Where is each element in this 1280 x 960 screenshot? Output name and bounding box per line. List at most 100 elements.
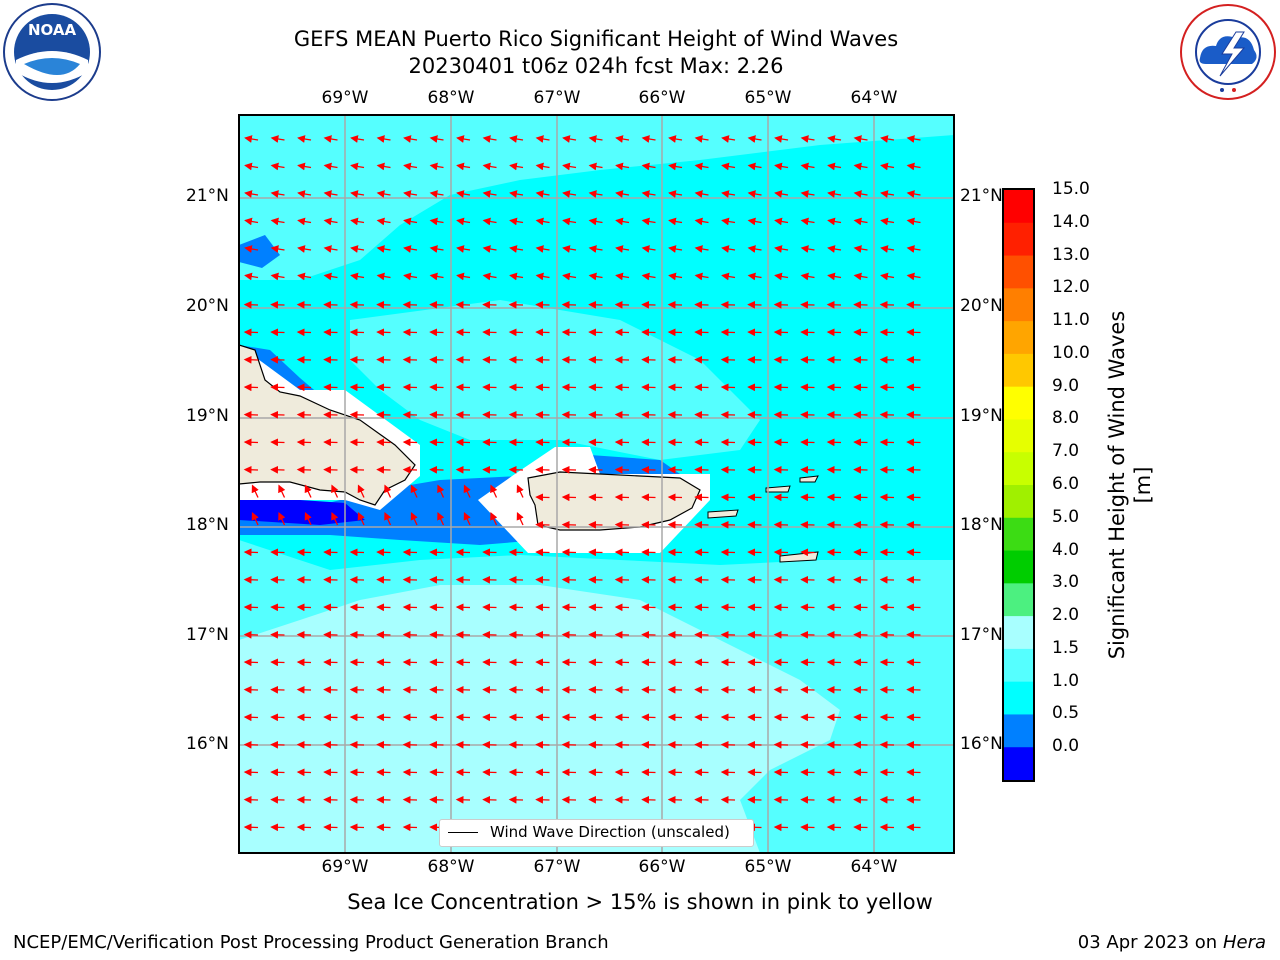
wave-direction-arrow (535, 245, 550, 253)
lon-label-66-top: 66°W (638, 88, 686, 108)
wave-direction-arrow (588, 217, 603, 226)
lat-label-19-left: 19°N (186, 406, 229, 426)
wave-direction-arrow (357, 512, 365, 526)
wave-direction-arrow (906, 135, 921, 143)
wave-direction-arrow (562, 162, 577, 171)
wave-direction-arrow (588, 245, 603, 253)
wave-direction-arrow (403, 272, 418, 281)
wave-direction-arrow (244, 272, 259, 281)
wave-direction-arrow (800, 217, 815, 226)
wave-direction-arrow (297, 162, 312, 171)
wave-direction-arrow (880, 190, 895, 198)
wave-direction-arrow (721, 217, 736, 226)
wave-direction-arrow (880, 217, 895, 226)
wave-direction-arrow (350, 272, 365, 281)
wave-direction-arrow (668, 245, 683, 253)
colorbar-cell (1004, 288, 1033, 322)
wave-direction-arrow (509, 162, 524, 171)
wave-direction-arrow (323, 135, 338, 143)
wave-direction-arrow (535, 162, 550, 171)
map-frame (238, 114, 955, 854)
wave-direction-arrow (270, 135, 285, 143)
wave-direction-arrow (490, 484, 498, 498)
wave-direction-arrow (376, 162, 391, 171)
wave-direction-arrow (376, 272, 391, 281)
wave-direction-arrow (278, 512, 286, 526)
lat-label-18-left: 18°N (186, 515, 229, 535)
lon-label-65-bottom: 65°W (744, 857, 792, 877)
colorbar-cell (1004, 255, 1033, 289)
wave-direction-arrow (350, 190, 365, 198)
wave-direction-arrow (774, 245, 789, 253)
wave-direction-arrow (615, 190, 630, 198)
lat-label-20-left: 20°N (186, 296, 229, 316)
lat-label-17-right: 17°N (960, 625, 1003, 645)
wave-direction-arrow (463, 512, 471, 526)
lon-label-66-bottom: 66°W (638, 857, 686, 877)
wave-direction-arrow (297, 245, 312, 253)
wave-direction-arrow (509, 272, 524, 281)
wind-wave-direction-arrows (243, 135, 921, 832)
wave-direction-arrow (774, 135, 789, 143)
wave-direction-arrow (588, 135, 603, 143)
colorbar-cell (1004, 353, 1033, 388)
colorbar-tick-label: 2.0 (1052, 605, 1080, 626)
footer-date-text: 03 Apr 2023 on (1077, 932, 1223, 953)
lat-label-17-left: 17°N (186, 625, 229, 645)
wave-direction-arrow (516, 484, 524, 498)
wave-direction-arrow (509, 190, 524, 198)
wave-direction-arrow (297, 272, 312, 281)
wave-direction-arrow (429, 272, 444, 281)
wave-direction-arrow (774, 162, 789, 171)
colorbar-tick-label: 1.0 (1052, 670, 1080, 691)
wave-direction-arrow (244, 190, 259, 198)
wave-direction-arrow (463, 484, 471, 498)
land-hispaniola (239, 344, 416, 506)
wave-direction-arrow (853, 272, 868, 281)
wave-direction-arrow (323, 245, 338, 253)
lon-label-69-top: 69°W (321, 88, 369, 108)
wave-direction-arrow (429, 190, 444, 198)
wave-direction-arrow (747, 272, 762, 281)
wave-direction-arrow (482, 217, 497, 226)
legend-label: Wind Wave Direction (unscaled) (490, 823, 730, 841)
wave-direction-arrow (456, 162, 471, 171)
colorbar-cell (1004, 681, 1033, 715)
wave-direction-arrow (827, 272, 842, 281)
colorbar-cell (1004, 714, 1033, 748)
wave-direction-arrow (906, 217, 921, 226)
wave-direction-arrow (384, 512, 392, 526)
wave-direction-arrow (906, 245, 921, 253)
wave-direction-arrow (437, 512, 445, 526)
wave-direction-arrow (331, 512, 339, 526)
wave-direction-arrow (304, 484, 312, 498)
wave-zone-0p5-pr-north (590, 455, 680, 478)
wave-direction-arrow (827, 190, 842, 198)
wave-direction-arrow (747, 135, 762, 143)
wave-direction-arrow (853, 217, 868, 226)
wave-direction-arrow (615, 272, 630, 281)
wave-direction-arrow (827, 135, 842, 143)
wave-direction-arrow (410, 484, 418, 498)
wave-direction-arrow (562, 272, 577, 281)
colorbar-tick-label: 14.0 (1052, 211, 1090, 232)
colorbar-cell (1004, 485, 1033, 519)
wave-direction-arrow (641, 272, 656, 281)
colorbar-cell (1004, 321, 1033, 355)
wave-direction-arrow (376, 217, 391, 226)
wave-direction-arrow (297, 217, 312, 226)
lon-label-69-bottom: 69°W (321, 857, 369, 877)
colorbar-tick-label: 1.5 (1052, 637, 1080, 658)
wave-direction-arrow (429, 162, 444, 171)
wave-direction-arrow (668, 162, 683, 171)
lat-label-20-right: 20°N (960, 296, 1003, 316)
wave-direction-arrow (853, 162, 868, 171)
colorbar-cell (1004, 452, 1033, 486)
colorbar-cell (1004, 648, 1033, 683)
wave-direction-arrow (270, 245, 285, 253)
lon-label-64-bottom: 64°W (850, 857, 898, 877)
lon-label-65-top: 65°W (744, 88, 792, 108)
wave-direction-arrow (588, 272, 603, 281)
wave-direction-arrow (323, 217, 338, 226)
